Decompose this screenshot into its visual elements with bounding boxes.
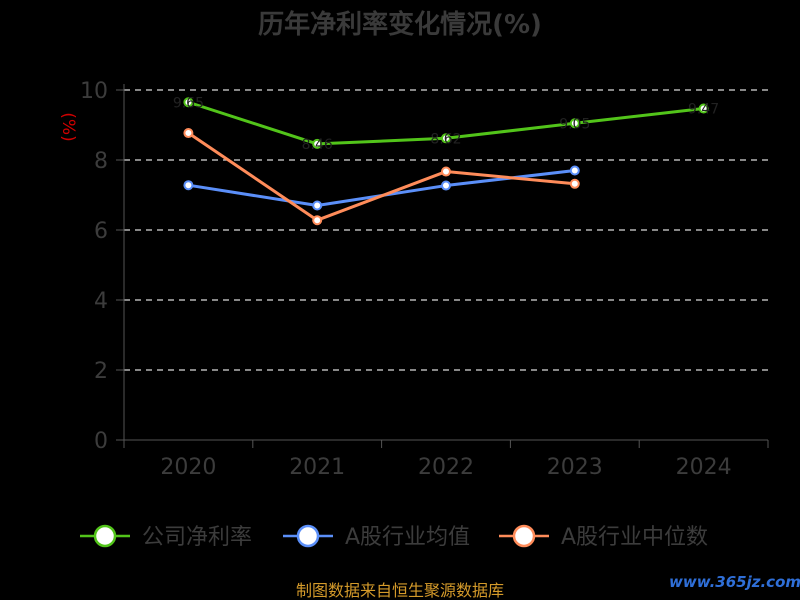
legend-marker: [296, 524, 320, 548]
data-point: [312, 215, 323, 226]
y-tick-label: 2: [94, 359, 108, 384]
chart-title: 历年净利率变化情况(%): [258, 9, 542, 40]
x-tick-label: 2021: [289, 455, 345, 480]
series-line: [187, 131, 575, 222]
data-point: [441, 166, 451, 177]
legend-label: 公司净利率: [142, 525, 252, 550]
x-tick-label: 2022: [418, 455, 474, 480]
y-tick-label: 6: [94, 219, 108, 244]
data-point: [312, 200, 323, 211]
data-label: 8.62: [430, 131, 461, 147]
watermark: www.365jz.com: [669, 573, 800, 591]
data-point: [698, 103, 709, 114]
legend-marker: [512, 524, 536, 548]
x-tick-label: 2023: [547, 455, 603, 480]
data-source-footer: 制图数据来自恒生聚源数据库: [296, 581, 504, 600]
data-label: 9.47: [688, 102, 719, 118]
series-line: [188, 169, 575, 207]
y-axis-label: (%): [58, 112, 78, 141]
x-tick-label: 2024: [676, 455, 732, 480]
y-tick-label: 0: [94, 429, 108, 454]
data-point: [569, 178, 580, 189]
data-label: 8.46: [302, 137, 333, 153]
data-point: [183, 97, 194, 108]
y-tick-label: 10: [80, 79, 108, 104]
legend-label: A股行业均值: [345, 525, 470, 550]
data-point: [441, 180, 451, 191]
legend-label: A股行业中位数: [561, 525, 708, 550]
data-point: [183, 180, 194, 191]
axes: 0 2 4 6 8 10 2020 2021 2022 2023 2024: [80, 79, 769, 480]
legend: 公司净利率 A股行业均值 A股行业中位数: [80, 524, 708, 550]
y-tick-label: 8: [94, 149, 108, 174]
data-point: [569, 118, 580, 129]
data-label: 9.65: [173, 95, 204, 111]
data-point: [569, 165, 580, 176]
grid-lines: [124, 89, 768, 371]
x-tick-label: 2020: [160, 455, 216, 480]
data-point: [183, 128, 194, 139]
legend-marker: [93, 524, 117, 548]
data-point: [441, 133, 451, 144]
series-layer: 9.65 8.46 8.62 9.05 9.47: [173, 95, 719, 226]
data-point: [312, 138, 323, 149]
y-tick-label: 4: [94, 289, 108, 314]
data-label: 9.05: [559, 116, 590, 132]
